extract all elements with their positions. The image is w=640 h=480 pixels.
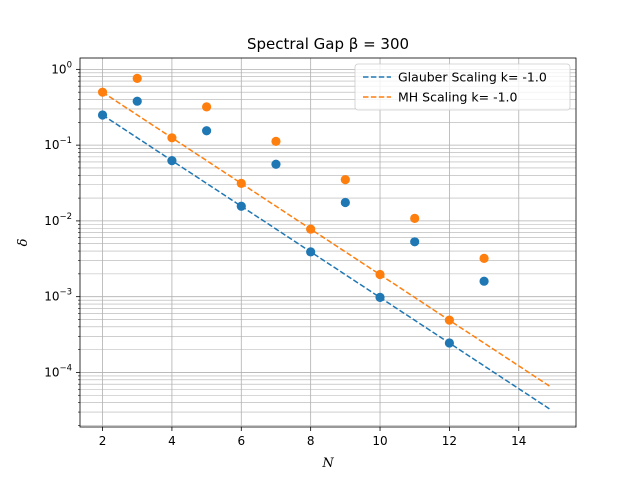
chart-title: Spectral Gap β = 300 [247,35,409,53]
data-point-mh [306,224,316,234]
data-point-mh [444,315,454,325]
y-tick-label: 10−1 [44,136,72,152]
legend-label-mh: MH Scaling k= -1.0 [398,90,518,105]
plot-frame [79,57,577,428]
y-tick-label: 10−2 [44,212,72,228]
y-axis-label: δ [16,238,31,246]
grid [80,58,576,427]
data-point-glauber [340,197,350,208]
data-point-mh [236,178,246,188]
data-point-mh [167,133,177,143]
x-axis-label: N [321,456,334,471]
data-point-glauber [479,276,489,286]
data-point-mh [479,253,489,264]
data-point-mh [410,213,420,223]
data-point-glauber [271,159,281,169]
data-point-mh [340,175,350,185]
fit-line-glauber [102,114,551,410]
x-tick-label: 10 [372,434,387,448]
data-point-mh [271,136,281,147]
data-point-glauber [167,156,177,166]
data-point-mh [375,269,385,280]
data-point-mh [97,87,108,97]
data-point-glauber [132,96,142,106]
y-tick-label: 10−4 [44,363,72,379]
x-tick-label: 4 [168,434,176,448]
data-point-glauber [410,237,420,247]
data-point-glauber [375,292,385,302]
data-point-glauber [236,201,246,211]
data-point-glauber [97,110,108,120]
fit-lines [102,91,551,410]
data-point-mh [132,73,142,83]
x-tick-label: 12 [442,434,457,448]
legend: Glauber Scaling k= -1.0 MH Scaling k= -1.… [354,63,571,111]
legend-label-glauber: Glauber Scaling k= -1.0 [398,70,547,85]
x-tick-label: 8 [307,434,315,448]
y-tick-label: 10−3 [44,288,72,304]
data-point-mh [202,102,212,112]
data-points [97,73,489,348]
y-tick-label: 100 [51,60,72,76]
x-tick-label: 6 [237,434,245,448]
x-axis-ticks: 2 4 6 8 10 12 14 [99,427,526,448]
y-axis-ticks: 10−4 10−3 10−2 10−1 100 [44,60,80,426]
x-tick-label: 14 [511,434,526,448]
fit-line-mh [102,91,551,388]
legend-box [354,63,571,111]
data-point-glauber [306,247,316,257]
x-tick-label: 2 [99,434,107,448]
data-point-glauber [444,338,454,348]
data-point-glauber [202,126,212,136]
